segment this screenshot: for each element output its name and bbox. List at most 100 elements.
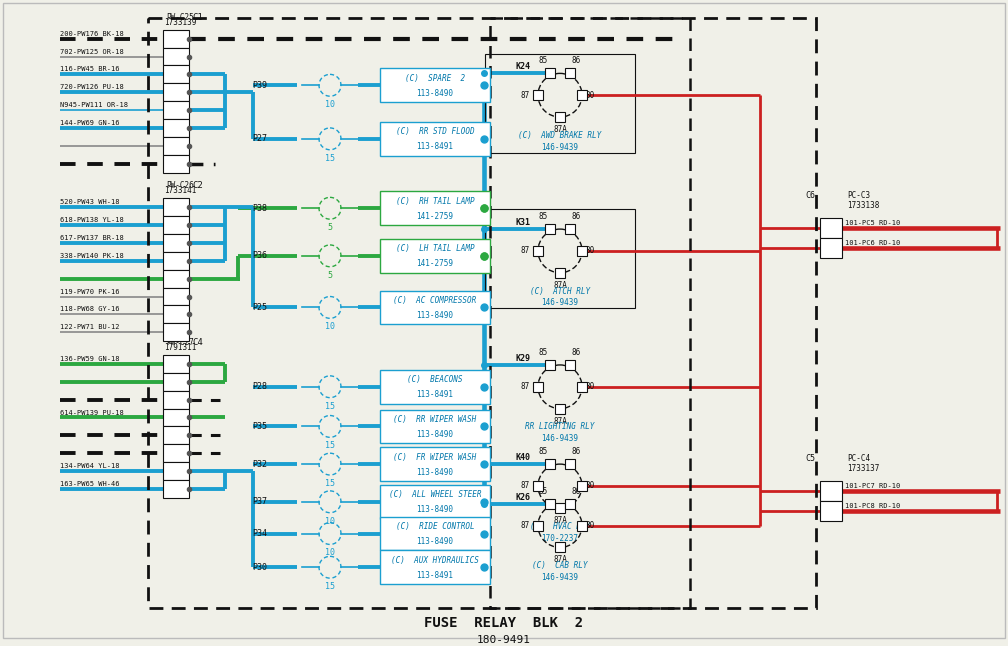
Text: P30: P30 <box>252 563 267 572</box>
Text: (C)  BEACONS: (C) BEACONS <box>407 375 463 384</box>
Text: P32: P32 <box>252 459 267 468</box>
Text: E: E <box>167 432 171 439</box>
Text: 338-PW140 PK-18: 338-PW140 PK-18 <box>60 253 124 259</box>
Text: 1791311: 1791311 <box>164 343 197 352</box>
Bar <box>380 291 490 324</box>
Text: 101-PC5 RD-10: 101-PC5 RD-10 <box>845 220 900 226</box>
Text: 720-PW126 PU-18: 720-PW126 PU-18 <box>60 84 124 90</box>
Text: FUSE  RELAY  BLK  2: FUSE RELAY BLK 2 <box>424 616 584 630</box>
Text: (C)  RR STD FLOOD: (C) RR STD FLOOD <box>396 127 475 136</box>
Bar <box>163 426 190 444</box>
Bar <box>380 550 490 584</box>
Text: K29: K29 <box>515 354 530 363</box>
Text: (C)  ATCH RLY: (C) ATCH RLY <box>530 287 590 296</box>
Bar <box>533 521 543 530</box>
Bar <box>163 462 190 480</box>
Text: P25: P25 <box>252 303 267 312</box>
Bar <box>555 404 565 413</box>
Text: 170-2237: 170-2237 <box>541 534 579 543</box>
Text: 85: 85 <box>538 212 548 221</box>
Bar <box>533 481 543 491</box>
Text: 141-2759: 141-2759 <box>416 259 454 268</box>
Text: PW-C27: PW-C27 <box>166 338 194 347</box>
Text: P36: P36 <box>252 251 267 260</box>
Text: 87: 87 <box>521 246 530 255</box>
Text: (C)  ALL WHEEL STEER: (C) ALL WHEEL STEER <box>389 490 481 499</box>
Bar <box>565 459 575 469</box>
Text: P37: P37 <box>252 497 267 506</box>
Text: 87A: 87A <box>553 516 566 525</box>
Bar <box>380 517 490 550</box>
Text: D: D <box>167 258 171 264</box>
Text: N945-PW111 OR-18: N945-PW111 OR-18 <box>60 102 128 108</box>
Text: (C)  HVAC RLY: (C) HVAC RLY <box>530 521 590 530</box>
Bar <box>163 216 190 234</box>
Text: 146-9439: 146-9439 <box>541 573 579 582</box>
Text: H: H <box>167 486 171 492</box>
Text: 118-PW68 GY-16: 118-PW68 GY-16 <box>60 306 120 313</box>
Bar <box>545 459 555 469</box>
Bar <box>545 224 555 234</box>
Bar <box>163 198 190 216</box>
Text: 614-PW139 PU-18: 614-PW139 PU-18 <box>60 410 124 415</box>
Bar <box>545 499 555 509</box>
Text: 30: 30 <box>586 521 596 530</box>
Bar <box>565 224 575 234</box>
Text: K26: K26 <box>515 493 530 502</box>
Text: A: A <box>167 361 171 367</box>
Bar <box>163 480 190 498</box>
Text: E: E <box>167 276 171 282</box>
Bar <box>163 83 190 101</box>
Text: 1733139: 1733139 <box>164 18 197 26</box>
Text: 15: 15 <box>325 154 335 163</box>
Bar <box>163 234 190 252</box>
Text: 1733137: 1733137 <box>847 464 879 473</box>
Text: C4: C4 <box>192 338 203 347</box>
Text: 136-PW59 GN-18: 136-PW59 GN-18 <box>60 356 120 362</box>
Text: P28: P28 <box>252 382 267 391</box>
Text: 144-PW69 GN-16: 144-PW69 GN-16 <box>60 120 120 126</box>
Text: 15: 15 <box>325 582 335 591</box>
Text: 10: 10 <box>325 100 335 109</box>
Bar <box>163 408 190 426</box>
Text: 87A: 87A <box>553 556 566 565</box>
Text: 87A: 87A <box>553 280 566 289</box>
Text: 146-9439: 146-9439 <box>541 143 579 152</box>
Text: 617-PW137 BR-18: 617-PW137 BR-18 <box>60 235 124 241</box>
Bar <box>820 218 842 238</box>
Bar <box>163 30 190 48</box>
Text: (C)  CAB RLY: (C) CAB RLY <box>532 561 588 570</box>
Text: 5: 5 <box>328 223 333 232</box>
Text: 86: 86 <box>572 487 582 496</box>
Bar <box>380 68 490 102</box>
Text: C2: C2 <box>192 182 203 191</box>
Text: 122-PW71 BU-12: 122-PW71 BU-12 <box>60 324 120 330</box>
Text: 30: 30 <box>586 382 596 391</box>
Text: 87: 87 <box>521 521 530 530</box>
Text: 200-PW176 BK-18: 200-PW176 BK-18 <box>60 31 124 37</box>
Text: PC-C4: PC-C4 <box>847 454 870 463</box>
Bar <box>533 382 543 391</box>
Text: A: A <box>167 36 171 42</box>
Text: 30: 30 <box>586 90 596 99</box>
Text: 113-8490: 113-8490 <box>416 89 454 98</box>
Text: 1733138: 1733138 <box>847 202 879 210</box>
Text: 113-8490: 113-8490 <box>416 468 454 477</box>
Text: K24: K24 <box>515 63 530 72</box>
Text: 86: 86 <box>572 56 582 65</box>
Bar <box>577 246 587 256</box>
Bar <box>163 355 190 373</box>
Bar <box>163 101 190 119</box>
Text: A: A <box>824 488 829 494</box>
Text: 113-8491: 113-8491 <box>416 570 454 579</box>
Text: (C)  FR WIPER WASH: (C) FR WIPER WASH <box>393 453 477 462</box>
Text: 116-PW45 BR-16: 116-PW45 BR-16 <box>60 67 120 72</box>
Text: C5: C5 <box>805 454 815 463</box>
Text: C: C <box>824 508 829 514</box>
Bar <box>163 270 190 287</box>
Bar <box>380 370 490 404</box>
Bar <box>565 499 575 509</box>
Text: 85: 85 <box>538 56 548 65</box>
Bar <box>533 90 543 100</box>
Bar <box>533 246 543 256</box>
